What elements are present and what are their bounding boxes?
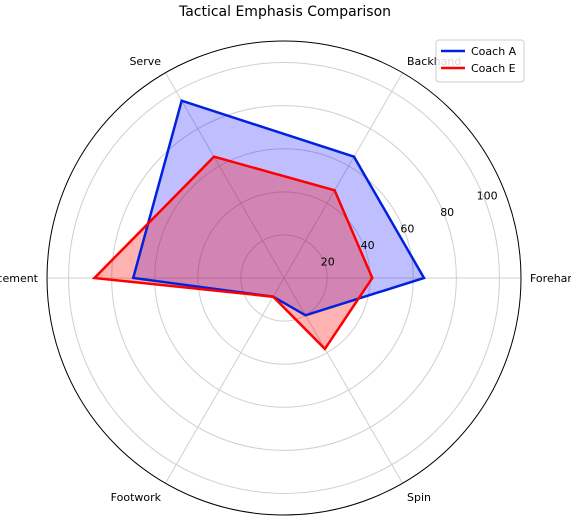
- spoke-backhand: [283, 72, 403, 279]
- chart-title: Tactical Emphasis Comparison: [178, 4, 391, 20]
- spoke-spin: [283, 277, 403, 484]
- spoke-footwork: [165, 277, 285, 484]
- radar-grid: [46, 40, 522, 516]
- radial-tick-100: 100: [477, 190, 498, 203]
- spoke-serve: [165, 72, 285, 279]
- series-layer: [91, 99, 426, 351]
- category-label-serve: Serve: [129, 55, 161, 68]
- category-label-footwork: Footwork: [111, 491, 162, 504]
- legend: Coach A Coach E: [435, 39, 525, 83]
- legend-label-coach-e: Coach E: [471, 62, 516, 75]
- label-layer: 20406080100ForehandBackhandServePlacemen…: [0, 55, 571, 504]
- radial-tick-60: 60: [400, 223, 414, 236]
- category-label-placement: Placement: [0, 272, 39, 285]
- radial-tick-20: 20: [321, 256, 335, 269]
- legend-label-coach-a: Coach A: [471, 45, 517, 58]
- category-label-spin: Spin: [407, 491, 431, 504]
- radial-tick-80: 80: [440, 206, 454, 219]
- radial-tick-40: 40: [361, 239, 375, 252]
- series-area-coach-a: [133, 100, 424, 316]
- series-area-coach-e: [94, 156, 373, 349]
- category-label-forehand: Forehand: [530, 272, 571, 285]
- outer-frame: [46, 40, 522, 516]
